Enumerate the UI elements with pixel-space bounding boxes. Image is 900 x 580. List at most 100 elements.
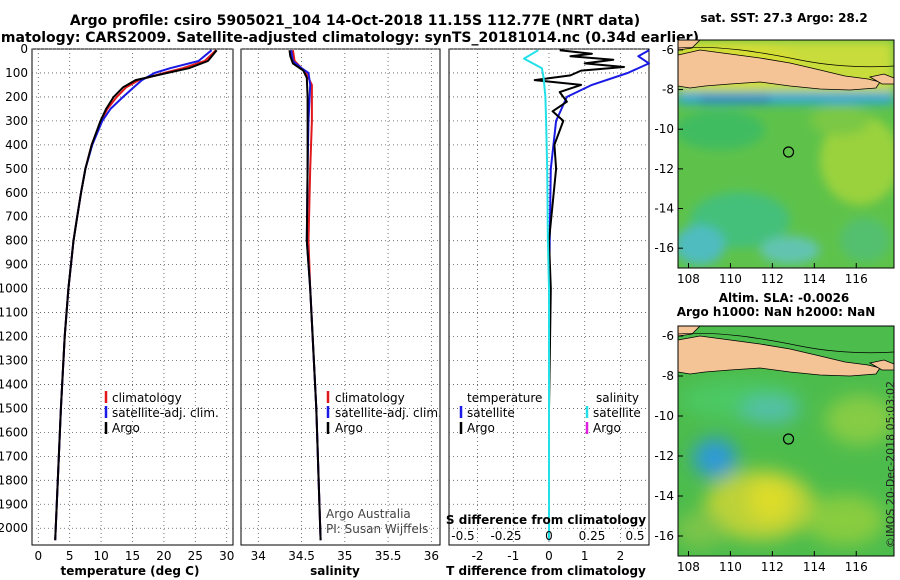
- bali-landmass: [868, 73, 894, 85]
- sst-map-title: sat. SST: 27.3 Argo: 28.2: [700, 11, 867, 25]
- difference-legend: temperature satellite Argo salinity sate…: [459, 391, 641, 435]
- difference-s-tick-label: -0.25: [490, 529, 521, 543]
- difference-xtick-label: 2: [617, 549, 625, 563]
- depth-tick-label: 1600: [0, 425, 28, 439]
- legend-satellite-label: satellite-adj. clim.: [335, 406, 442, 420]
- map-xtick-label: 112: [761, 272, 784, 286]
- depth-tick-label: 1400: [0, 377, 28, 391]
- difference-series-temperature-satellite: [548, 49, 650, 541]
- map-xtick-label: 108: [677, 560, 700, 574]
- map-ytick-label: -6: [662, 43, 674, 57]
- salinity-xtick-label: 36: [424, 549, 439, 563]
- depth-tick-label: 1300: [0, 353, 28, 367]
- argo-location-circle: [782, 433, 795, 445]
- map-xtick-label: 110: [719, 560, 742, 574]
- sst-map-field: [678, 40, 894, 268]
- title-line-1: Argo profile: csiro 5905021_104 14-Oct-2…: [70, 13, 640, 29]
- legend-satellite-label: satellite-adj. clim.: [112, 406, 219, 420]
- legend-salinity-title: salinity: [596, 391, 639, 405]
- float-program-note: Argo Australia: [326, 507, 411, 521]
- map-xtick-label: 116: [845, 272, 868, 286]
- salinity-xtick-label: 34.5: [288, 549, 315, 563]
- depth-tick-label: 1200: [0, 330, 28, 344]
- s-difference-label: S difference from climatology: [446, 513, 646, 527]
- legend-climatology-label: climatology: [112, 391, 182, 405]
- java-landmass: [678, 335, 881, 377]
- depth-tick-label: 700: [5, 210, 28, 224]
- map-ytick-label: -12: [654, 162, 674, 176]
- contour-line: [678, 332, 894, 354]
- difference-series-salinity-satellite: [523, 49, 550, 541]
- depth-tick-label: 200: [5, 90, 28, 104]
- difference-xtick-label: -1: [507, 549, 519, 563]
- difference-xtick-label: -2: [472, 549, 484, 563]
- temperature-xlabel: temperature (deg C): [61, 564, 200, 578]
- map-ytick-label: -8: [662, 83, 674, 97]
- temperature-xtick-label: 30: [219, 549, 234, 563]
- map-ytick-label: -16: [654, 529, 674, 543]
- difference-xtick-label: 0: [545, 549, 553, 563]
- legend-s-argo-label: Argo: [593, 421, 621, 435]
- salinity-panel-frame: [240, 48, 441, 546]
- salinity-series-argo: [288, 50, 322, 541]
- map-ytick-label: -12: [654, 449, 674, 463]
- bali-landmass: [868, 359, 894, 371]
- salinity-xtick-label: 34: [251, 549, 266, 563]
- map-ticks: 108 110 112 114 116 -6 -8 -10 -12 -14 -16 108 110 112…: [654, 43, 867, 574]
- temperature-xtick-label: 25: [188, 549, 203, 563]
- difference-xtick-label: 1: [581, 549, 589, 563]
- depth-tick-label: 1100: [0, 306, 28, 320]
- map-ytick-label: -16: [654, 241, 674, 255]
- contour-line: [678, 46, 894, 68]
- legend-temperature-title: temperature: [467, 391, 542, 405]
- map-xtick-label: 110: [719, 272, 742, 286]
- salinity-legend: climatology satellite-adj. clim. Argo: [326, 391, 442, 435]
- argo-location-circle: [782, 146, 795, 158]
- difference-xlabel: T difference from climatology: [446, 564, 646, 578]
- depth-tick-label: 600: [5, 186, 28, 200]
- depth-tick-label: 300: [5, 114, 28, 128]
- map-ytick-label: -10: [654, 122, 674, 136]
- legend-argo-label: Argo: [112, 421, 140, 435]
- title-line-2: Climatology: CARS2009. Satellite-adjuste…: [0, 30, 699, 46]
- legend-t-argo-label: Argo: [467, 421, 495, 435]
- difference-series-temperature-argo: [533, 49, 625, 541]
- depth-tick-label: 1900: [0, 497, 28, 511]
- salinity-xtick-label: 35: [337, 549, 352, 563]
- temperature-series-climatology: [54, 49, 217, 541]
- legend-climatology-label: climatology: [335, 391, 405, 405]
- difference-s-tick-label: 0: [545, 529, 553, 543]
- map-ytick-label: -14: [654, 489, 674, 503]
- map-ytick-label: -14: [654, 202, 674, 216]
- temperature-xtick-label: 15: [125, 549, 140, 563]
- depth-tick-label: 1500: [0, 401, 28, 415]
- pi-note: PI: Susan Wijffels: [326, 522, 428, 536]
- sla-map-subtitle: Argo h1000: NaN h2000: NaN: [677, 305, 876, 319]
- depth-tick-label: 500: [5, 162, 28, 176]
- legend-t-satellite-label: satellite: [467, 406, 515, 420]
- watermark: ©IMOS 20-Dec-2018 05:03:02: [884, 381, 897, 548]
- legend-s-satellite-label: satellite: [593, 406, 641, 420]
- difference-s-tick-label: -0.5: [451, 529, 474, 543]
- temperature-xtick-label: 0: [34, 549, 42, 563]
- salinity-xlabel: salinity: [310, 564, 360, 578]
- map-xtick-label: 108: [677, 272, 700, 286]
- depth-tick-label: 800: [5, 234, 28, 248]
- depth-tick-label: 1700: [0, 449, 28, 463]
- depth-tick-label: 400: [5, 138, 28, 152]
- series-layer: [54, 49, 650, 541]
- temperature-xtick-label: 10: [93, 549, 108, 563]
- temperature-xtick-label: 5: [66, 549, 74, 563]
- map-xtick-label: 114: [803, 272, 826, 286]
- depth-tick-label: 2000: [0, 521, 28, 535]
- salinity-xtick-label: 35.5: [375, 549, 402, 563]
- map-xtick-label: 116: [845, 560, 868, 574]
- argo-location-marker: [782, 433, 795, 445]
- difference-s-tick-label: 0.25: [579, 529, 606, 543]
- sla-map-title: Altim. SLA: -0.0026: [719, 291, 850, 305]
- map-ytick-label: -10: [654, 409, 674, 423]
- depth-tick-label: 1000: [0, 282, 28, 296]
- sla-map-field: [678, 326, 894, 556]
- depth-tick-label: 0: [20, 42, 28, 56]
